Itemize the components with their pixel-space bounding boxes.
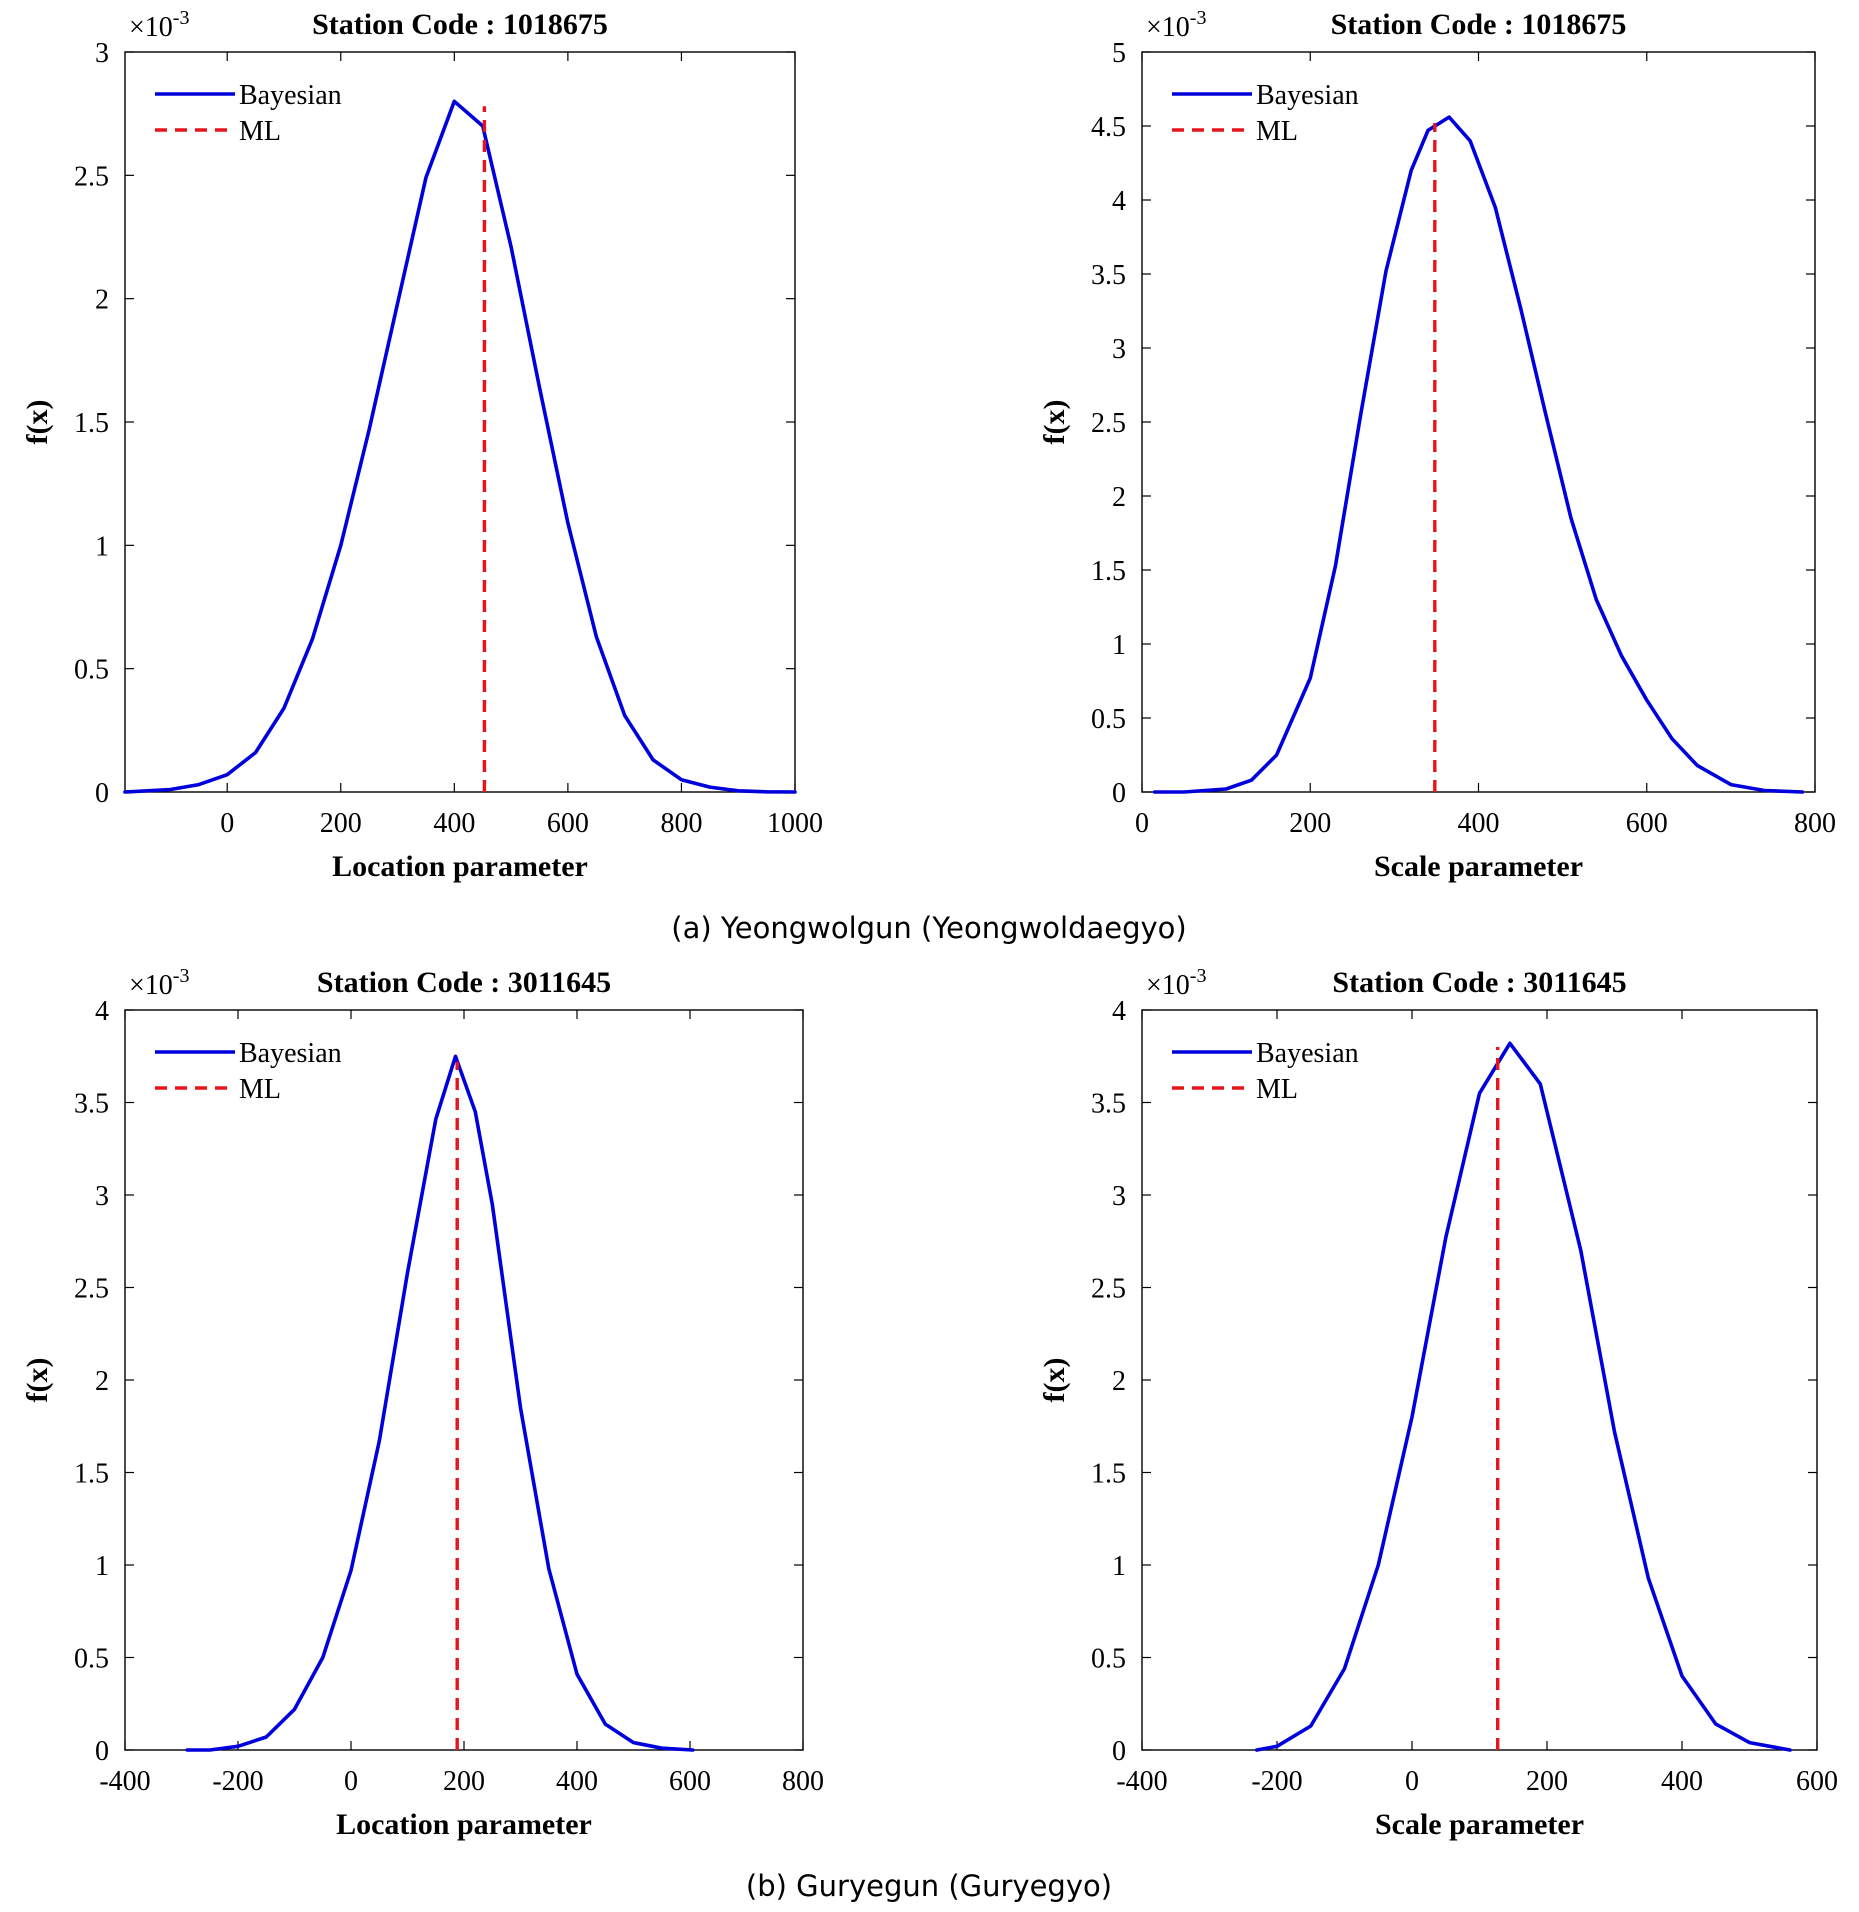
y-tick-label: 1 bbox=[95, 531, 109, 562]
legend-ml-label: ML bbox=[239, 116, 281, 147]
x-axis-label: Location parameter bbox=[332, 850, 588, 883]
x-tick-label: 0 bbox=[1135, 808, 1149, 839]
y-tick-label: 4 bbox=[1112, 186, 1126, 217]
y-tick-label: 2.5 bbox=[74, 1274, 109, 1305]
y-tick-label: 3.5 bbox=[1091, 1089, 1126, 1120]
x-axis-label: Scale parameter bbox=[1374, 850, 1583, 883]
y-tick-label: 0 bbox=[95, 1736, 109, 1767]
bayesian-curve bbox=[1255, 1041, 1792, 1752]
chart-panel-3: -400 -200 0 200 400 600 800 0 0.5 1 1.5 2 2.5 3 3.5 4 ×1… bbox=[21, 965, 824, 1841]
y-tick-label: 2 bbox=[1112, 482, 1126, 513]
x-tick-label: 600 bbox=[547, 808, 589, 839]
x-tick-label: 0 bbox=[1405, 1766, 1419, 1797]
y-tick-label: 3 bbox=[95, 1181, 109, 1212]
x-tick-label: 400 bbox=[1458, 808, 1500, 839]
caption-a: (a) Yeongwolgun (Yeongwoldaegyo) bbox=[671, 911, 1186, 945]
legend-ml-label: ML bbox=[239, 1074, 281, 1105]
y-tick-label: 1 bbox=[95, 1551, 109, 1582]
x-tick-label: -400 bbox=[99, 1766, 150, 1797]
chart-title: Station Code : 1018675 bbox=[312, 8, 608, 41]
y-tick-label: 0 bbox=[95, 778, 109, 809]
x-tick-label: -200 bbox=[1251, 1766, 1302, 1797]
caption-b: (b) Guryegun (Guryegyo) bbox=[746, 1869, 1112, 1903]
x-tick-label: -400 bbox=[1116, 1766, 1167, 1797]
chart-title: Station Code : 3011645 bbox=[317, 966, 611, 999]
axes-box bbox=[124, 51, 796, 793]
y-tick-label: 1.5 bbox=[74, 1459, 109, 1490]
x-tick-label: 800 bbox=[782, 1766, 824, 1797]
chart-panel-2: 0 200 400 600 800 0 0.5 1 1.5 2 2.5 3 3.5 4 4.5 5 ×10-3 S… bbox=[1038, 7, 1836, 883]
y-tick-label: 0.5 bbox=[74, 655, 109, 686]
x-tick-label: 200 bbox=[443, 1766, 485, 1797]
y-tick-label: 2 bbox=[95, 1366, 109, 1397]
x-tick-label: 0 bbox=[344, 1766, 358, 1797]
chart-panel-1: 0 200 400 600 800 1000 0 0.5 1 1.5 2 2.5 3 ×10-3 Stati… bbox=[21, 7, 823, 883]
x-tick-label: 600 bbox=[1796, 1766, 1838, 1797]
x-axis-label: Location parameter bbox=[336, 1808, 592, 1841]
x-tick-label: 400 bbox=[556, 1766, 598, 1797]
x-tick-label: 600 bbox=[669, 1766, 711, 1797]
x-axis-label: Scale parameter bbox=[1375, 1808, 1584, 1841]
x-tick-label: 400 bbox=[1661, 1766, 1703, 1797]
x-tick-label: 200 bbox=[1289, 808, 1331, 839]
y-axis-label: f(x) bbox=[1038, 1358, 1071, 1403]
x-tick-label: 600 bbox=[1626, 808, 1668, 839]
y-tick-label: 3 bbox=[95, 38, 109, 69]
chart-title: Station Code : 1018675 bbox=[1331, 8, 1627, 41]
y-tick-label: 2.5 bbox=[1091, 1274, 1126, 1305]
y-tick-label: 2 bbox=[95, 285, 109, 316]
y-tick-label: 4.5 bbox=[1091, 112, 1126, 143]
y-axis-label: f(x) bbox=[21, 400, 54, 445]
y-tick-label: 3 bbox=[1112, 1181, 1126, 1212]
y-tick-label: 0 bbox=[1112, 1736, 1126, 1767]
legend-bayesian-label: Bayesian bbox=[239, 80, 342, 111]
y-tick-label: 2.5 bbox=[1091, 408, 1126, 439]
y-multiplier: ×10-3 bbox=[129, 965, 189, 1001]
legend-ml-label: ML bbox=[1256, 116, 1298, 147]
bayesian-curve bbox=[185, 1054, 695, 1752]
y-tick-label: 3.5 bbox=[1091, 260, 1126, 291]
chart-panel-4: -400 -200 0 200 400 600 0 0.5 1 1.5 2 2.5 3 3.5 4 ×10-3… bbox=[1038, 965, 1838, 1841]
y-tick-label: 2 bbox=[1112, 1366, 1126, 1397]
chart-title: Station Code : 3011645 bbox=[1332, 966, 1626, 999]
legend-ml-label: ML bbox=[1256, 1074, 1298, 1105]
x-tick-label: -200 bbox=[212, 1766, 263, 1797]
y-tick-label: 2.5 bbox=[74, 161, 109, 192]
y-tick-label: 0.5 bbox=[1091, 704, 1126, 735]
legend-bayesian-label: Bayesian bbox=[1256, 80, 1359, 111]
y-tick-label: 1 bbox=[1112, 630, 1126, 661]
y-axis-label: f(x) bbox=[21, 1358, 54, 1403]
legend-bayesian-label: Bayesian bbox=[239, 1038, 342, 1069]
x-tick-label: 800 bbox=[660, 808, 702, 839]
y-tick-label: 0 bbox=[1112, 778, 1126, 809]
y-tick-label: 5 bbox=[1112, 38, 1126, 69]
y-tick-label: 4 bbox=[1112, 996, 1126, 1027]
bayesian-curve bbox=[123, 99, 797, 794]
y-tick-label: 3.5 bbox=[74, 1089, 109, 1120]
y-tick-label: 0.5 bbox=[74, 1644, 109, 1675]
y-tick-label: 1.5 bbox=[74, 408, 109, 439]
x-tick-label: 400 bbox=[433, 808, 475, 839]
y-tick-label: 0.5 bbox=[1091, 1644, 1126, 1675]
y-tick-label: 1.5 bbox=[1091, 556, 1126, 587]
axes-box bbox=[124, 1009, 804, 1751]
y-tick-label: 3 bbox=[1112, 334, 1126, 365]
y-tick-label: 1 bbox=[1112, 1551, 1126, 1582]
y-tick-label: 4 bbox=[95, 996, 109, 1027]
x-tick-label: 200 bbox=[1526, 1766, 1568, 1797]
y-multiplier: ×10-3 bbox=[129, 7, 189, 43]
y-tick-label: 1.5 bbox=[1091, 1459, 1126, 1490]
y-axis-label: f(x) bbox=[1038, 400, 1071, 445]
legend-bayesian-label: Bayesian bbox=[1256, 1038, 1359, 1069]
y-multiplier: ×10-3 bbox=[1146, 965, 1206, 1001]
x-tick-label: 200 bbox=[320, 808, 362, 839]
bayesian-curve bbox=[1152, 115, 1805, 794]
x-tick-label: 1000 bbox=[767, 808, 823, 839]
axes-box bbox=[1141, 1009, 1818, 1751]
x-tick-label: 0 bbox=[220, 808, 234, 839]
y-multiplier: ×10-3 bbox=[1146, 7, 1206, 43]
x-tick-label: 800 bbox=[1794, 808, 1836, 839]
